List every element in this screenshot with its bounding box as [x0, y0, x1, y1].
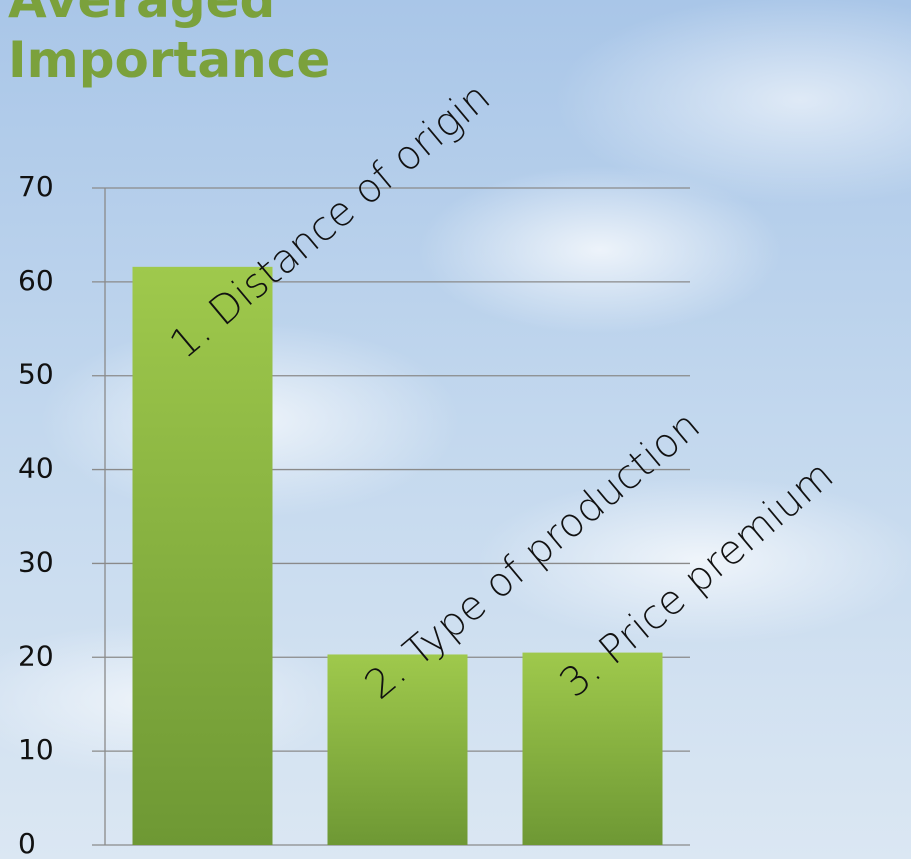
y-tick-label: 0: [18, 827, 36, 859]
y-tick-label: 70: [18, 170, 54, 203]
y-tick-label: 40: [18, 452, 54, 485]
category-label: 1. Distance of origin: [161, 74, 499, 368]
y-tick-label: 50: [18, 358, 54, 391]
chart-title: Averaged Importance: [8, 0, 331, 89]
bar: [132, 266, 273, 846]
y-tick-label: 20: [18, 639, 54, 672]
y-tick-label: 60: [18, 264, 54, 297]
y-tick-label: 10: [18, 733, 54, 766]
y-tick-label: 30: [18, 545, 54, 578]
bar: [327, 654, 468, 845]
bar: [522, 652, 663, 845]
